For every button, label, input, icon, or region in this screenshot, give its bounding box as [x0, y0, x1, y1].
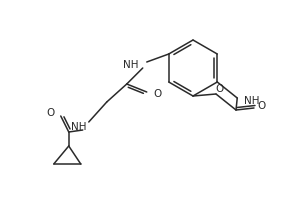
- Text: O: O: [215, 84, 223, 94]
- Text: NH: NH: [71, 122, 87, 132]
- Text: NH: NH: [244, 96, 260, 106]
- Text: O: O: [46, 108, 55, 118]
- Text: O: O: [154, 89, 162, 99]
- Text: NH: NH: [123, 60, 139, 70]
- Text: O: O: [257, 101, 265, 111]
